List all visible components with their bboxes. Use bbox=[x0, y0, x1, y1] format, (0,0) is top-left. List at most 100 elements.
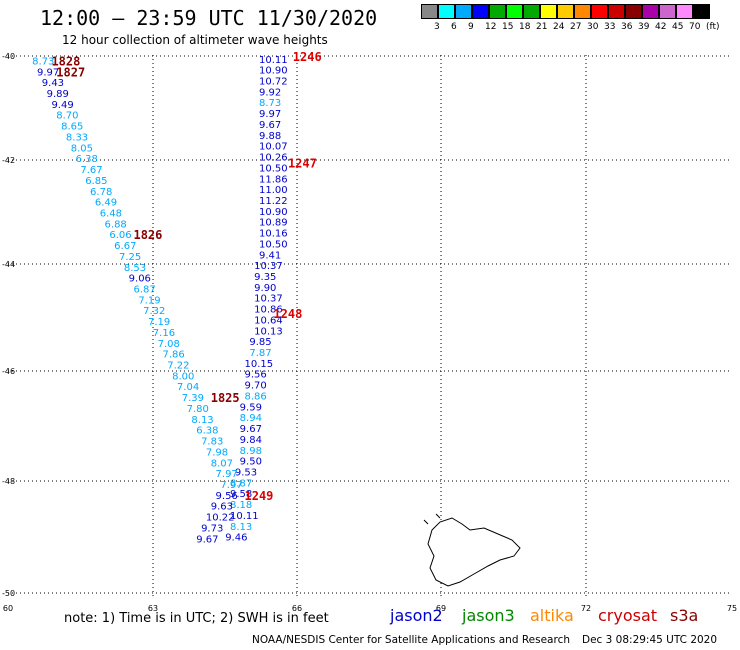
swh-value-cryosat: 9.97 bbox=[259, 109, 281, 120]
swh-value-cryosat: 10.72 bbox=[259, 77, 288, 88]
colorbar-swatch bbox=[659, 4, 676, 19]
swh-value-cryosat: 8.73 bbox=[259, 98, 281, 109]
legend-jason3: jason3 bbox=[462, 606, 515, 625]
swh-value-cryosat: 10.16 bbox=[259, 229, 288, 240]
chart-subtitle: 12 hour collection of altimeter wave hei… bbox=[62, 33, 328, 47]
swh-value-s3a: 6.85 bbox=[85, 176, 107, 187]
colorbar-label: 33 bbox=[604, 22, 616, 32]
colorbar-swatch bbox=[574, 4, 591, 19]
swh-value-cryosat: 9.50 bbox=[240, 457, 262, 468]
swh-value-s3a: 8.70 bbox=[56, 111, 78, 122]
colorbar-swatch bbox=[676, 4, 693, 19]
swh-value-s3a: 7.25 bbox=[119, 252, 141, 263]
credit-line: NOAA/NESDIS Center for Satellite Applica… bbox=[252, 634, 570, 646]
swh-value-s3a: 7.08 bbox=[158, 339, 180, 350]
colorbar-label: 18 bbox=[519, 22, 531, 32]
swh-value-cryosat: 8.86 bbox=[245, 391, 267, 402]
x-tick-label: 63 bbox=[148, 604, 158, 613]
swh-value-cryosat: 10.11 bbox=[230, 511, 259, 522]
swh-value-cryosat: 10.15 bbox=[245, 359, 274, 370]
colorbar-label: (ft) bbox=[706, 22, 720, 32]
timestamp: Dec 3 08:29:45 UTC 2020 bbox=[582, 634, 718, 646]
swh-value-cryosat: 9.84 bbox=[240, 435, 262, 446]
y-tick-label: -48 bbox=[2, 477, 15, 486]
swh-value-cryosat: 8.98 bbox=[240, 446, 262, 457]
colorbar-swatch bbox=[557, 4, 574, 19]
swh-value-cryosat: 10.07 bbox=[259, 142, 288, 153]
swh-value-s3a: 9.43 bbox=[42, 78, 64, 89]
y-tick-label: -44 bbox=[2, 260, 15, 269]
swh-value-cryosat: 10.11 bbox=[259, 55, 288, 66]
swh-value-s3a: 8.13 bbox=[191, 415, 213, 426]
swh-value-s3a: 7.19 bbox=[148, 317, 170, 328]
swh-value-cryosat: 9.90 bbox=[254, 283, 276, 294]
swh-value-cryosat: 8.94 bbox=[240, 413, 262, 424]
colorbar-label: 39 bbox=[638, 22, 650, 32]
swh-value-s3a: 6.49 bbox=[95, 198, 117, 209]
legend-s3a: s3a bbox=[670, 606, 699, 625]
swh-value-cryosat: 9.58 bbox=[230, 489, 252, 500]
colorbar-swatch bbox=[608, 4, 625, 19]
swh-value-s3a: 6.87 bbox=[133, 284, 155, 295]
pass-time-label: 1247 bbox=[288, 157, 317, 171]
swh-value-cryosat: 8.13 bbox=[230, 522, 252, 533]
swh-value-s3a: 6.88 bbox=[105, 219, 127, 230]
pass-time-label: 1248 bbox=[273, 307, 302, 321]
colorbar-swatch bbox=[438, 4, 455, 19]
swh-value-cryosat: 11.22 bbox=[259, 196, 288, 207]
swh-value-s3a: 9.06 bbox=[129, 274, 151, 285]
swh-value-s3a: 6.38 bbox=[76, 154, 98, 165]
colorbar-swatch bbox=[693, 4, 710, 19]
swh-value-s3a: 9.89 bbox=[47, 89, 69, 100]
colorbar-swatch bbox=[540, 4, 557, 19]
pass-time-label: 1249 bbox=[245, 489, 274, 503]
swh-value-s3a: 8.65 bbox=[61, 122, 83, 133]
pass-time-label: 1827 bbox=[56, 65, 85, 79]
swh-value-cryosat: 8.87 bbox=[230, 478, 252, 489]
swh-value-s3a: 7.83 bbox=[201, 437, 223, 448]
swh-value-cryosat: 10.89 bbox=[259, 218, 288, 229]
x-tick-label: 60 bbox=[3, 604, 13, 613]
colorbar-swatch bbox=[421, 4, 438, 19]
pass-time-label: 1828 bbox=[51, 54, 80, 68]
swh-value-cryosat: 10.37 bbox=[254, 294, 283, 305]
swh-value-cryosat: 7.87 bbox=[249, 348, 271, 359]
swh-value-s3a: 8.73 bbox=[32, 56, 54, 67]
pass-time-label: 1825 bbox=[211, 391, 240, 405]
footnote: note: 1) Time is in UTC; 2) SWH is in fe… bbox=[64, 611, 329, 626]
swh-value-s3a: 6.67 bbox=[114, 241, 136, 252]
swh-value-s3a: 6.06 bbox=[109, 230, 131, 241]
swh-value-s3a: 7.32 bbox=[143, 306, 165, 317]
y-tick-label: -50 bbox=[2, 589, 15, 598]
colorbar-swatch bbox=[489, 4, 506, 19]
swh-value-s3a: 8.33 bbox=[66, 132, 88, 143]
colorbar-swatch bbox=[455, 4, 472, 19]
swh-value-s3a: 9.63 bbox=[211, 502, 233, 513]
swh-value-s3a: 6.38 bbox=[196, 426, 218, 437]
y-tick-label: -40 bbox=[2, 52, 15, 61]
x-tick-label: 72 bbox=[581, 604, 591, 613]
swh-value-cryosat: 9.67 bbox=[259, 120, 281, 131]
colorbar-label: 36 bbox=[621, 22, 633, 32]
legend-cryosat: cryosat bbox=[598, 606, 658, 625]
swh-value-cryosat: 10.90 bbox=[259, 207, 288, 218]
island-outline bbox=[427, 517, 521, 587]
island-fragment bbox=[423, 513, 441, 525]
swh-value-s3a: 7.80 bbox=[187, 404, 209, 415]
swh-value-s3a: 7.04 bbox=[177, 382, 199, 393]
swh-value-cryosat: 10.64 bbox=[254, 315, 283, 326]
swh-value-s3a: 7.67 bbox=[80, 165, 102, 176]
swh-value-s3a: 7.39 bbox=[182, 393, 204, 404]
swh-value-cryosat: 9.67 bbox=[240, 424, 262, 435]
swh-value-s3a: 7.16 bbox=[153, 328, 175, 339]
legend-jason2: jason2 bbox=[390, 606, 443, 625]
swh-value-cryosat: 10.50 bbox=[259, 163, 288, 174]
swh-value-s3a: 7.97 bbox=[216, 469, 238, 480]
swh-value-cryosat: 9.56 bbox=[245, 370, 267, 381]
swh-value-cryosat: 10.50 bbox=[259, 239, 288, 250]
colorbar-label: 21 bbox=[536, 22, 548, 32]
y-tick-label: -46 bbox=[2, 367, 15, 376]
colorbar-label: 42 bbox=[655, 22, 667, 32]
swh-value-cryosat: 10.37 bbox=[254, 261, 283, 272]
